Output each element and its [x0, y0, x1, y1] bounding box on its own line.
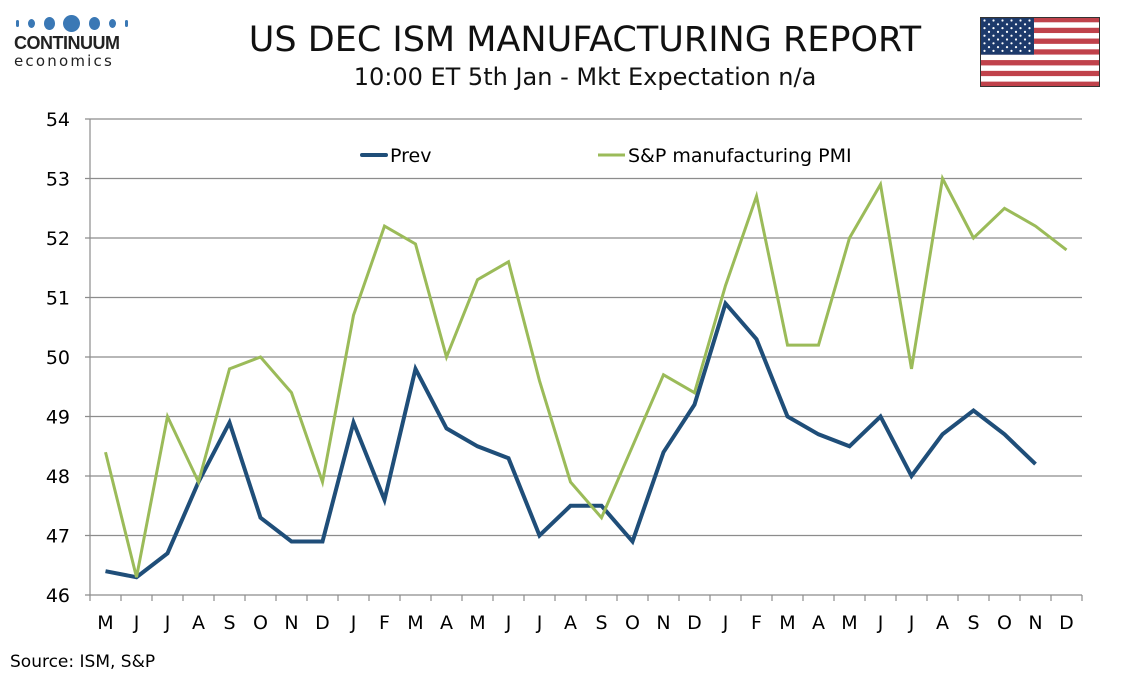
x-tick-label: M [779, 612, 795, 634]
x-tick-label: J [536, 612, 543, 634]
y-tick-label: 48 [46, 466, 70, 488]
y-tick-label: 53 [46, 169, 70, 191]
x-tick-label: A [936, 612, 949, 634]
x-tick-label: O [253, 612, 268, 634]
legend-label-sp: S&P manufacturing PMI [628, 145, 852, 167]
logo-dots [16, 14, 128, 32]
y-tick-label: 49 [46, 407, 70, 429]
x-tick-label: N [1028, 612, 1042, 634]
source-note: Source: ISM, S&P [10, 652, 156, 672]
y-tick-label: 52 [46, 228, 70, 250]
x-tick-label: A [564, 612, 577, 634]
x-tick-label: J [505, 612, 512, 634]
x-tick-label: J [877, 612, 884, 634]
x-tick-label: S [967, 612, 979, 634]
x-tick-label: D [315, 612, 330, 634]
x-tick-label: A [812, 612, 825, 634]
x-tick-label: J [908, 612, 915, 634]
legend-label-prev: Prev [390, 145, 431, 167]
x-tick-label: A [440, 612, 453, 634]
y-tick-label: 50 [46, 347, 70, 369]
chart-title: US DEC ISM MANUFACTURING REPORT [248, 20, 922, 60]
x-tick-label: N [284, 612, 298, 634]
y-tick-label: 47 [46, 526, 70, 548]
x-tick-label: D [687, 612, 702, 634]
x-tick-label: M [97, 612, 113, 634]
x-tick-label: F [379, 612, 390, 634]
x-tick-label: D [1059, 612, 1074, 634]
x-tick-label: J [133, 612, 140, 634]
x-tick-label: S [595, 612, 607, 634]
x-tick-label: O [997, 612, 1012, 634]
series-line-prev [105, 299, 1037, 580]
x-tick-label: A [192, 612, 205, 634]
x-tick-label: J [350, 612, 357, 634]
x-tick-label: M [407, 612, 423, 634]
x-tick-label: N [656, 612, 670, 634]
series-line-sp-pmi [104, 173, 1068, 578]
x-tick-label: J [722, 612, 729, 634]
us-flag-icon [980, 17, 1100, 87]
y-tick-label: 46 [46, 585, 70, 607]
x-tick-label: M [841, 612, 857, 634]
x-tick-label: S [223, 612, 235, 634]
x-tick-label: M [469, 612, 485, 634]
x-tick-label: J [164, 612, 171, 634]
y-tick-label: 54 [46, 109, 70, 131]
y-tick-label: 51 [46, 288, 70, 310]
logo-subtitle: economics [14, 52, 114, 70]
company-logo: CONTINUUM economics [14, 14, 134, 69]
x-tick-label: O [625, 612, 640, 634]
chart-subtitle: 10:00 ET 5th Jan - Mkt Expectation n/a [353, 63, 817, 91]
logo-brand: CONTINUUM [14, 33, 120, 53]
x-tick-label: F [751, 612, 762, 634]
